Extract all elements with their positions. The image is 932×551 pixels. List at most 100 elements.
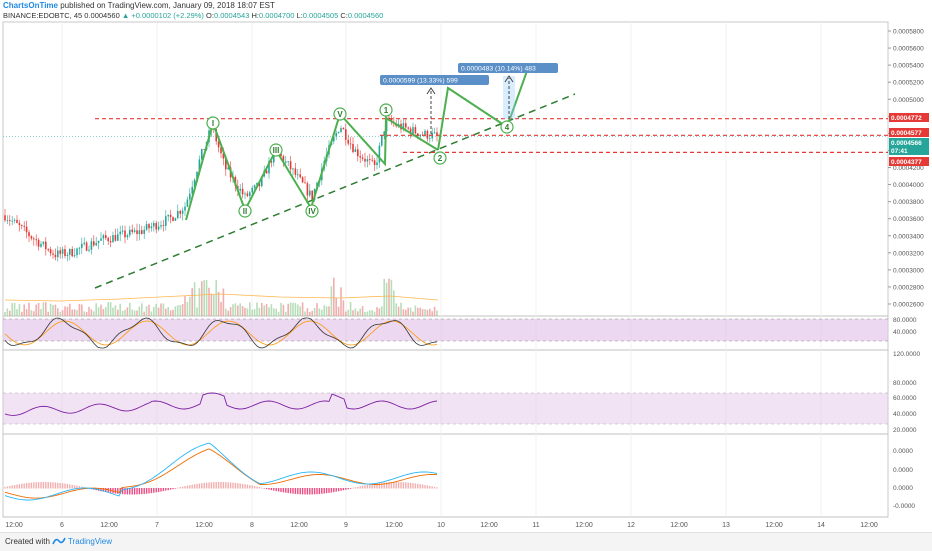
macd-hist-bar [246,484,249,489]
macd-hist-bar [172,488,174,490]
candle-body [402,123,405,130]
macd-hist-bar [181,486,184,489]
candle-body [40,243,42,247]
volume-bar [177,305,179,316]
candle-body [340,128,342,132]
volume-bar [13,302,16,316]
macd-hist-bar [393,482,395,489]
volume-bar [239,303,241,316]
price-tick-label: 0.0003000 [893,267,924,274]
candle-body [42,241,45,244]
candle-body [133,230,136,232]
volume-bar [57,308,59,316]
volume-bar [198,288,201,316]
macd-hist-bar [261,487,263,489]
time-axis-label: 12:00 [195,522,213,529]
macd-axis-label: -0.0000 [893,503,915,510]
macd-hist-bar [256,486,258,489]
macd-hist-bar [251,485,253,489]
macd-hist-bar [395,482,397,489]
macd-hist-bar [18,484,21,489]
macd-hist-bar [102,488,105,492]
candle-body [261,176,263,187]
candle-body [335,133,337,137]
wave-label-circle [433,151,447,165]
macd-hist-bar [297,488,299,495]
price-tag [889,138,929,147]
volume-bar [294,303,297,316]
candle-body [145,224,148,230]
macd-hist-bar [35,482,37,489]
candle-body [349,143,352,145]
candle-body [11,220,13,222]
volume-bar [421,309,424,316]
candle-body [71,248,73,257]
price-tag [889,113,929,122]
stoch-k-line [4,317,438,349]
author-name[interactable]: ChartsOnTime [3,1,58,10]
macd-hist-bar [208,482,210,489]
macd-hist-bar [345,488,347,490]
macd-hist-bar [138,488,141,495]
macd-hist-bar [337,488,340,492]
candle-body [342,128,345,130]
volume-bar [85,311,88,316]
candle-body [81,243,83,248]
volume-bar [114,305,117,316]
open-label: O: [206,11,214,20]
volume-bar [203,280,205,316]
candle-body [117,234,119,241]
volume-bar [220,301,222,316]
macd-hist-bar [340,488,342,491]
volume-bar [258,307,261,316]
candle-body [299,174,301,178]
tradingview-link[interactable]: TradingView [68,537,113,546]
volume-bar [102,308,105,316]
rsi-axis-label: 120.0000 [893,351,920,358]
candle-body [361,157,364,159]
volume-bar [64,306,66,316]
volume-bar [390,279,393,316]
volume-bar [205,279,208,316]
volume-bars [4,277,438,316]
macd-hist-bar [325,488,328,494]
candle-body [141,230,143,234]
candle-body [95,242,97,246]
volume-bar [119,303,121,316]
volume-bar [93,311,95,316]
candle-body [30,236,33,239]
volume-bar [301,302,304,316]
time-axis-label: 12:00 [100,522,118,529]
candle-body [33,238,35,240]
volume-bar [232,304,234,316]
volume-bar [145,306,148,316]
macd-hist-bar [155,488,157,493]
volume-bar [306,308,309,316]
price-tag-label: 07:41 [891,148,908,155]
macd-hist-bar [268,488,270,490]
macd-hist-bar [376,483,378,489]
volume-bar [112,307,114,316]
macd-hist-bar [359,486,361,489]
macd-hist-bar [153,488,155,493]
candle-body [354,149,357,153]
macd-hist-bar [313,488,316,495]
macd-hist-bar [33,482,35,489]
volume-bar [169,310,172,316]
candle-body [265,170,268,174]
time-axis-label: 8 [250,522,254,529]
open-value: 0.0004543 [213,11,250,20]
trading-chart[interactable]: 0.0005800 0.0005600 0.0005400 0.0005200 0.00… [0,0,932,532]
macd-hist-bar [265,488,268,490]
volume-bar [289,302,292,316]
candle-body [78,247,81,249]
candle-body [249,192,251,196]
volume-bar [21,311,23,316]
macd-hist-bar [148,488,150,494]
macd-hist-bar [419,484,421,489]
volume-bar [244,307,246,316]
macd-hist-bar [333,488,335,493]
volume-bar [378,308,381,316]
price-tick-label: 0.0003600 [893,216,924,223]
candle-body [306,183,309,196]
